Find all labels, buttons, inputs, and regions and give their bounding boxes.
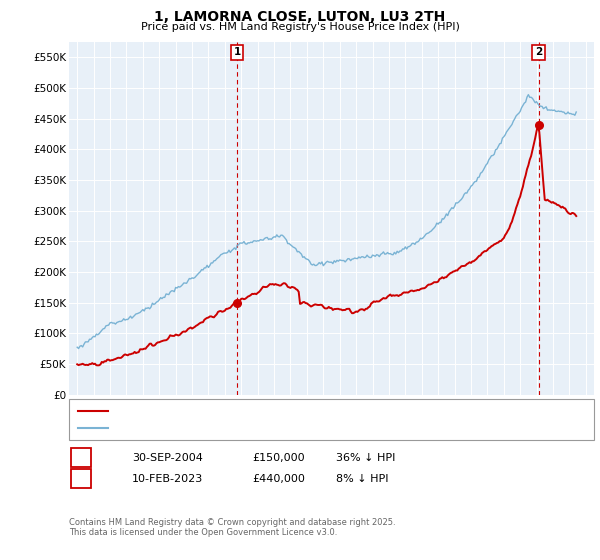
Text: 30-SEP-2004: 30-SEP-2004 — [132, 452, 203, 463]
Text: Price paid vs. HM Land Registry's House Price Index (HPI): Price paid vs. HM Land Registry's House … — [140, 22, 460, 32]
Text: 1: 1 — [77, 452, 85, 463]
Text: 2: 2 — [535, 47, 542, 57]
Text: 2: 2 — [77, 474, 85, 484]
Text: £440,000: £440,000 — [252, 474, 305, 484]
Text: 36% ↓ HPI: 36% ↓ HPI — [336, 452, 395, 463]
Text: 1: 1 — [233, 47, 241, 57]
Text: HPI: Average price, detached house, Luton: HPI: Average price, detached house, Luto… — [114, 423, 336, 433]
Text: 1, LAMORNA CLOSE, LUTON, LU3 2TH (detached house): 1, LAMORNA CLOSE, LUTON, LU3 2TH (detach… — [114, 407, 403, 417]
Text: 1, LAMORNA CLOSE, LUTON, LU3 2TH: 1, LAMORNA CLOSE, LUTON, LU3 2TH — [154, 10, 446, 24]
Text: £150,000: £150,000 — [252, 452, 305, 463]
Text: 10-FEB-2023: 10-FEB-2023 — [132, 474, 203, 484]
Text: Contains HM Land Registry data © Crown copyright and database right 2025.
This d: Contains HM Land Registry data © Crown c… — [69, 518, 395, 538]
Text: 8% ↓ HPI: 8% ↓ HPI — [336, 474, 389, 484]
